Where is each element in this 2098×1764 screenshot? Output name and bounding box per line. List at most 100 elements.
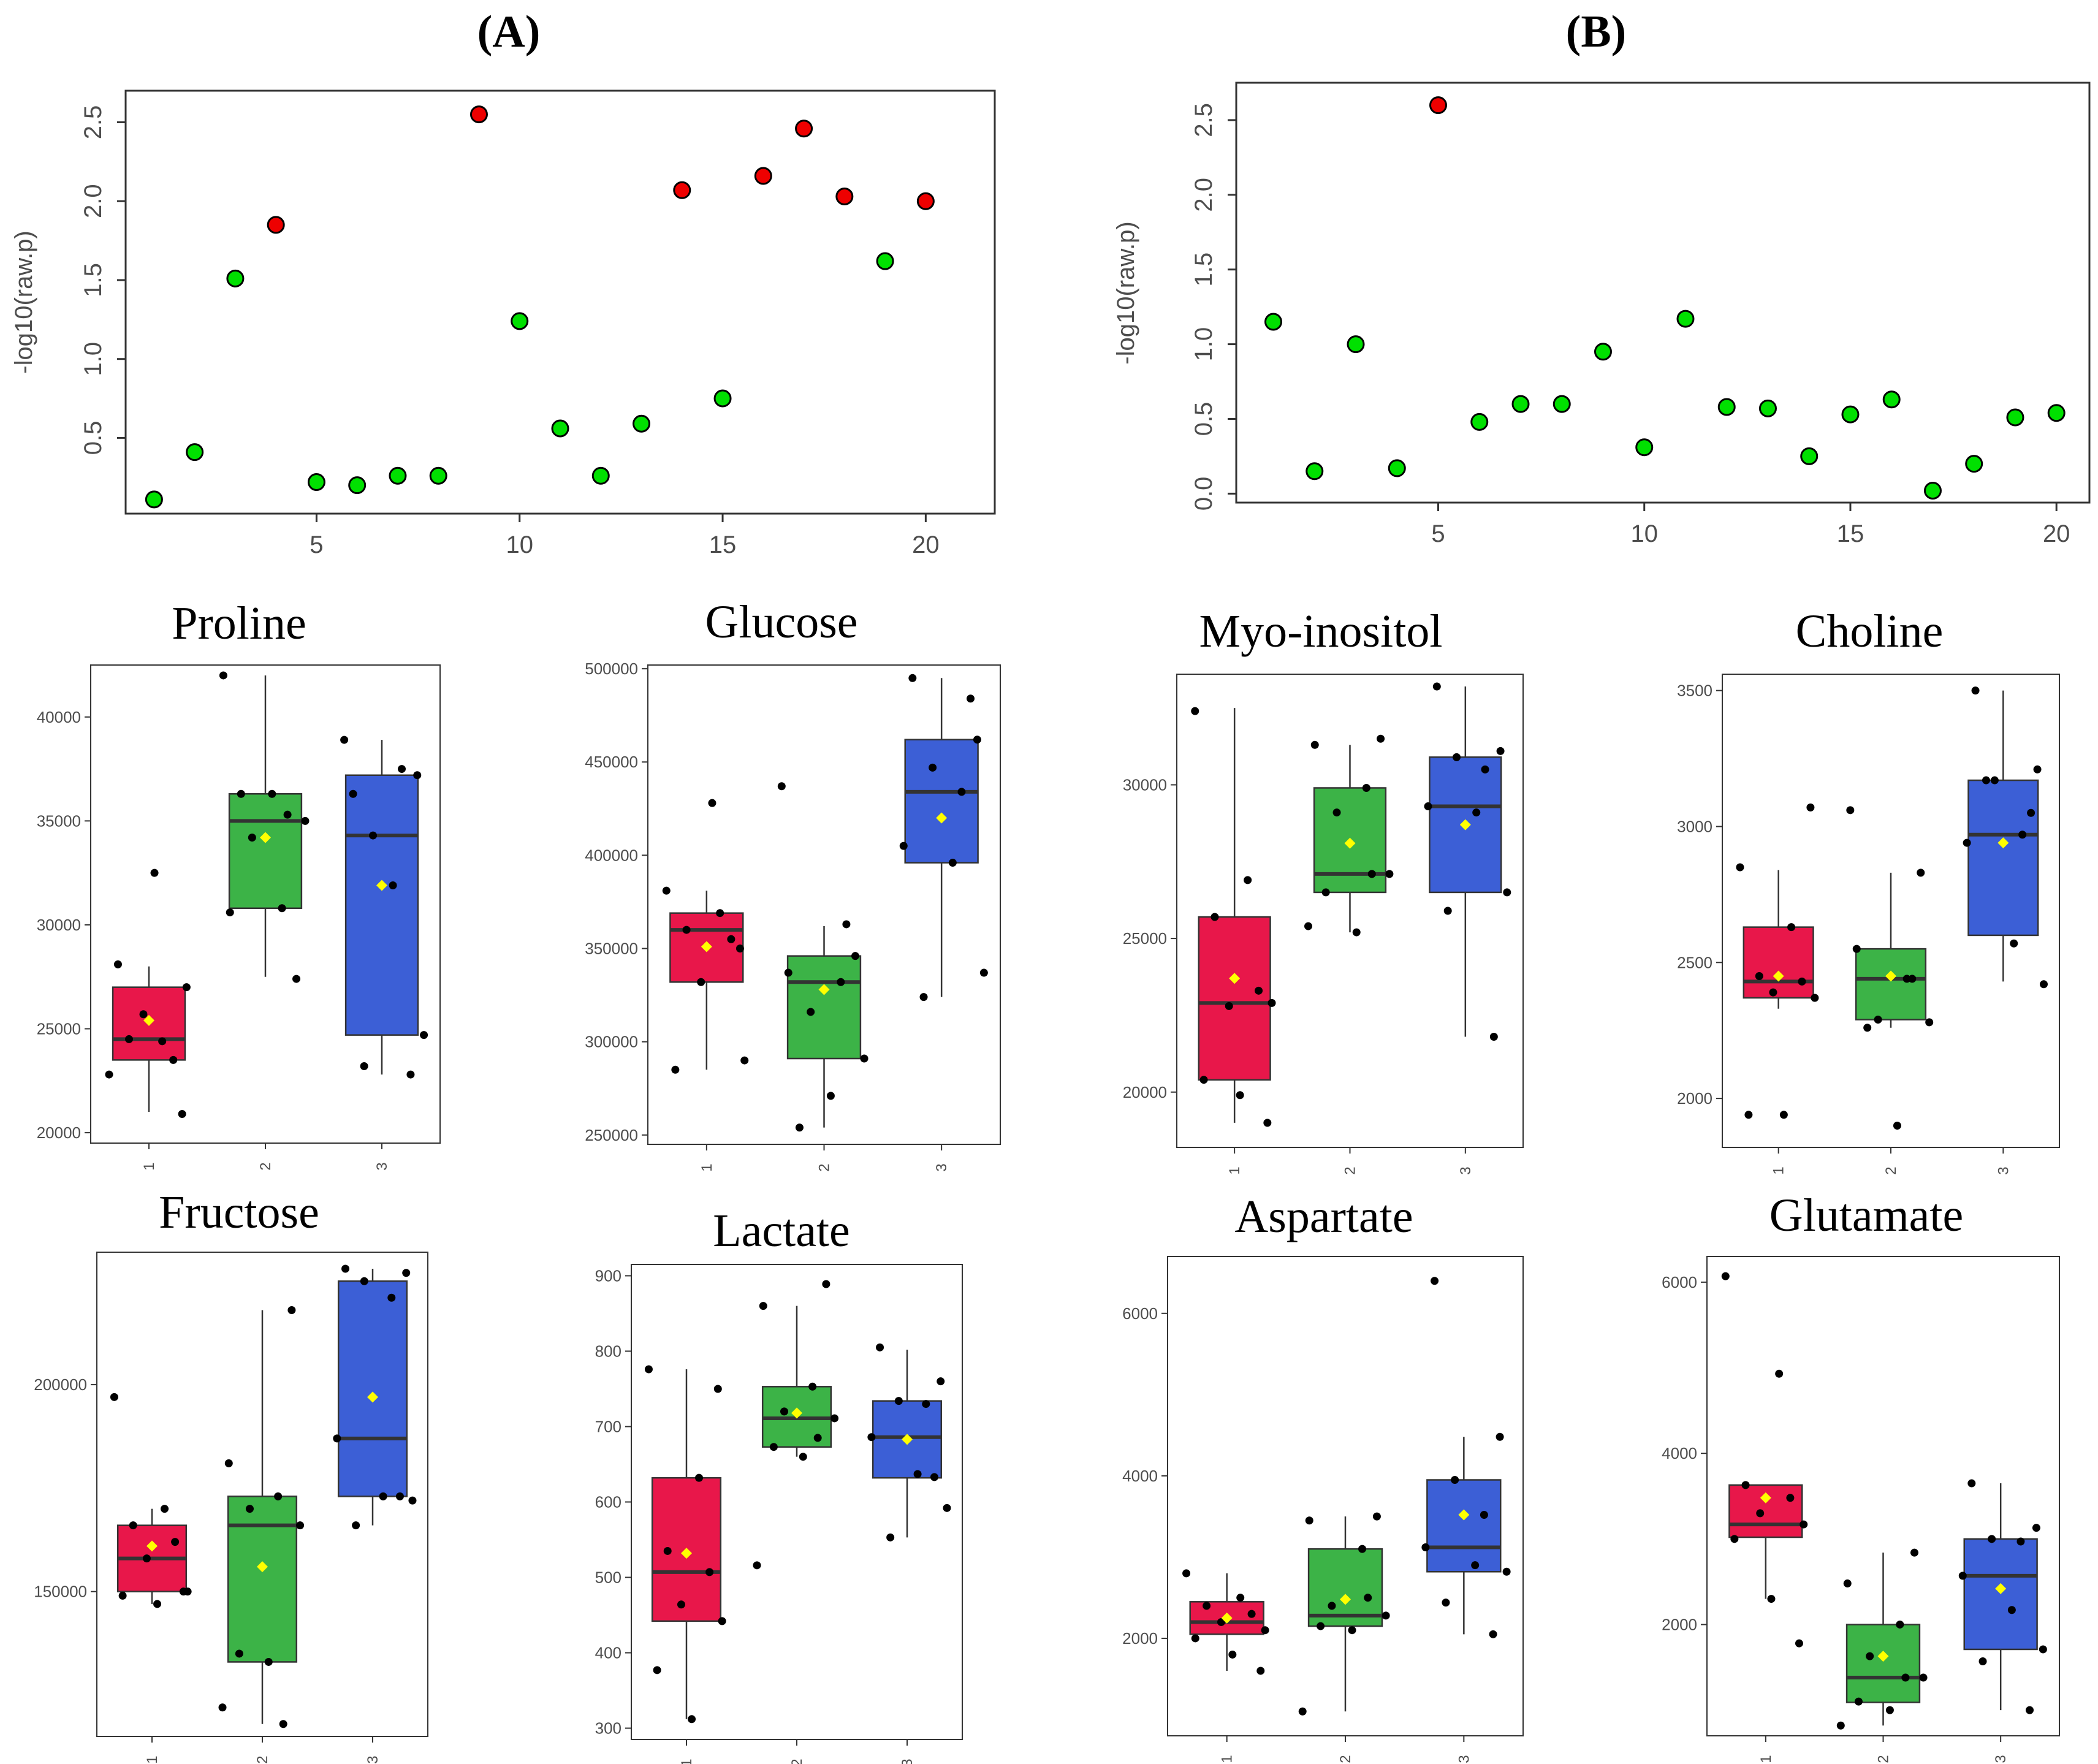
point [2006, 408, 2024, 427]
sample-point [1741, 1481, 1750, 1489]
sample-point [1199, 1076, 1208, 1084]
point [1306, 462, 1324, 481]
point [713, 389, 732, 408]
sample-point [1503, 888, 1511, 897]
plot-frame [1235, 82, 2091, 504]
x-axis-ticks: 1 2 3 [1758, 1736, 2009, 1763]
y-tick-label: 500 [595, 1568, 621, 1587]
boxes [1736, 686, 2048, 1130]
point [389, 466, 407, 485]
point [1923, 481, 1942, 500]
x-tick-label: 1 [1226, 1166, 1243, 1174]
x-tick-label: 3 [365, 1755, 381, 1763]
sample-point [129, 1521, 137, 1530]
mean-marker [1221, 1612, 1233, 1624]
boxplot-fructose: Fructose 150000 200000 1 2 3 [34, 1187, 428, 1764]
y-axis-ticks: 2000 4000 6000 [1662, 1273, 1707, 1633]
sample-point [1866, 1652, 1874, 1660]
sample-point [1756, 1509, 1765, 1518]
y-tick-label: 3000 [1677, 817, 1712, 835]
sample-point [1421, 1543, 1430, 1552]
sample-point [1348, 1626, 1356, 1635]
sample-point [876, 1343, 884, 1352]
sample-point [973, 736, 981, 744]
y-tick-label: 6000 [1662, 1273, 1697, 1291]
sample-point [1769, 988, 1777, 997]
sample-point [860, 1054, 868, 1063]
x-axis-ticks: 1 2 3 [144, 1736, 381, 1764]
sample-point [1852, 945, 1861, 953]
data-points [1264, 96, 2066, 500]
sample-point [826, 1092, 835, 1100]
sample-point [402, 1269, 411, 1277]
sample-point [1255, 986, 1263, 995]
sample-point [1217, 1618, 1225, 1626]
boxes [1191, 682, 1511, 1127]
significant-point [1429, 96, 1448, 115]
x-tick-label: 1 [699, 1163, 715, 1171]
y-tick-label: 2500 [1677, 953, 1712, 971]
sample-point [1800, 1520, 1808, 1529]
sample-point [1767, 1595, 1776, 1603]
sample-point [1328, 1602, 1336, 1610]
y-axis-label: -log10(raw.p) [10, 230, 37, 373]
sample-point [1442, 1599, 1450, 1607]
sample-point [178, 1110, 186, 1119]
sample-point [1182, 1569, 1191, 1578]
boxplot-title: Fructose [159, 1187, 319, 1238]
y-axis-ticks: 0.0 0.5 1.0 1.5 2.0 2.5 [1190, 103, 1236, 511]
sample-point [1919, 1673, 1928, 1682]
boxplot-title: Lactate [713, 1205, 850, 1256]
sample-point [1988, 1535, 1996, 1543]
x-tick-label: 2 [1342, 1166, 1359, 1174]
boxes [662, 674, 988, 1132]
sample-point [799, 1453, 807, 1461]
sample-point [235, 1649, 243, 1658]
sample-point [1362, 783, 1370, 792]
mean-marker [1459, 819, 1471, 831]
y-tick-label: 500000 [585, 660, 638, 678]
y-tick-label: 300 [595, 1719, 621, 1738]
boxplot-aspartate: Aspartate 2000 4000 6000 1 2 3 [1122, 1191, 1524, 1763]
sample-point [1910, 1548, 1918, 1557]
sample-point [899, 842, 908, 850]
x-tick-label: 3 [899, 1758, 916, 1764]
sample-point [2016, 1537, 2025, 1546]
sample-point [1305, 1516, 1313, 1525]
box-iqr [1967, 779, 2039, 937]
sample-point [937, 1377, 945, 1386]
sample-point [708, 799, 716, 807]
sample-point [1481, 765, 1489, 774]
x-tick-label: 5 [310, 531, 323, 558]
sample-point [2033, 765, 2042, 774]
sample-point [653, 1666, 661, 1675]
sample-point [2018, 831, 2027, 839]
sample-point [420, 1031, 428, 1040]
sample-point [264, 1657, 273, 1666]
sample-point [830, 1414, 839, 1423]
sample-point [226, 908, 234, 917]
sample-point [1721, 1272, 1730, 1280]
boxplot-title: Glucose [705, 596, 857, 648]
x-tick-label: 2 [1337, 1755, 1354, 1763]
y-tick-label: 35000 [37, 812, 81, 830]
sample-point [769, 1443, 778, 1451]
significant-point [754, 167, 772, 185]
sample-point [2040, 980, 2048, 989]
point [1388, 459, 1406, 477]
x-tick-label: 3 [374, 1162, 390, 1170]
point [1635, 438, 1654, 457]
sample-point [150, 869, 159, 877]
sample-point [1779, 1111, 1788, 1119]
sample-point [1854, 1697, 1863, 1706]
sample-point [1489, 1630, 1497, 1638]
sample-point [1228, 1650, 1237, 1659]
x-tick-label: 3 [1995, 1166, 2012, 1174]
point [876, 252, 894, 270]
point [1470, 412, 1489, 431]
sample-point [1431, 1277, 1439, 1285]
data-points [145, 105, 935, 509]
sample-point [777, 782, 786, 791]
sample-point [740, 1056, 749, 1065]
sample-point [1798, 977, 1806, 986]
